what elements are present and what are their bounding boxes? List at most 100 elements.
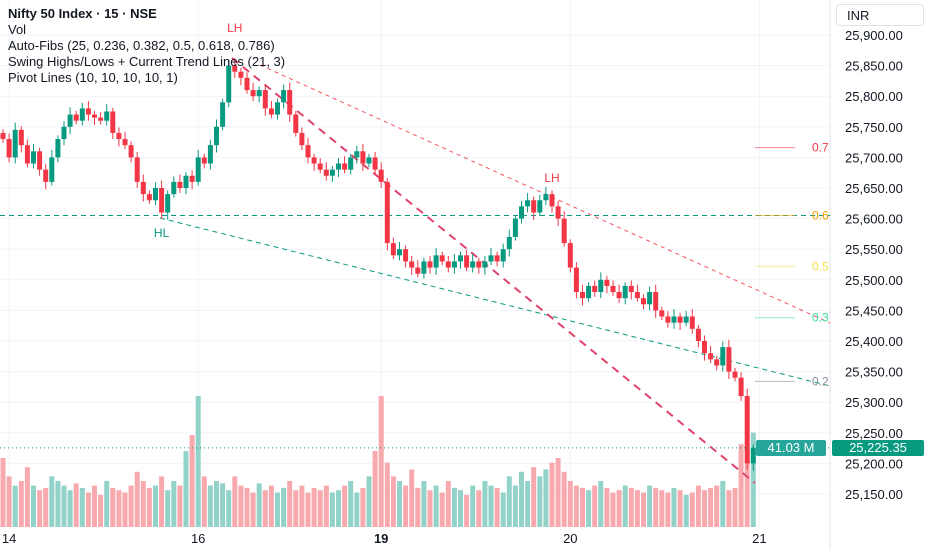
volume-bar (250, 492, 256, 527)
candle-body (92, 114, 97, 118)
indicator-auto-fibs[interactable]: Auto-Fibs (25, 0.236, 0.382, 0.5, 0.618,… (8, 38, 275, 53)
indicator-swing-trend[interactable]: Swing Highs/Lows + Current Trend Lines (… (8, 54, 286, 69)
swing-label: LH (544, 171, 559, 185)
candle-body (378, 169, 384, 182)
candle-body (6, 139, 12, 158)
volume-bar (531, 467, 537, 527)
candle-body (134, 157, 140, 182)
volume-bar (598, 481, 604, 527)
symbol-title[interactable]: Nifty 50 Index · 15 · NSE (8, 6, 157, 21)
fib-label: 0.6 (812, 209, 829, 223)
candle-body (476, 261, 482, 268)
volume-bar (537, 476, 543, 527)
y-tick-label: 25,800.00 (845, 89, 903, 104)
volume-bar (659, 490, 665, 527)
candle-body (287, 90, 293, 115)
price-badge: 25,225.35 (832, 440, 924, 456)
volume-bar (311, 487, 317, 527)
volume-bar (305, 492, 311, 527)
candle-body (366, 157, 372, 164)
volume-bar (31, 485, 36, 527)
candle-body (634, 292, 640, 299)
y-tick-label: 25,900.00 (845, 28, 903, 43)
candle-body (397, 249, 402, 256)
candle-body (641, 298, 646, 305)
candle-body (683, 316, 689, 323)
volume-bar (628, 487, 634, 527)
candle-body (79, 108, 85, 121)
candle-body (427, 261, 433, 268)
volume-bar (18, 481, 24, 527)
candle-body (281, 90, 287, 103)
volume-bar (592, 485, 598, 527)
volume-bar (317, 490, 323, 527)
candle-body (506, 236, 512, 250)
volume-bar (140, 481, 146, 527)
candle-body (488, 255, 494, 262)
candle-body (531, 200, 537, 213)
candle-body (189, 175, 195, 182)
volume-bar (268, 485, 274, 527)
volume-bar (67, 490, 73, 527)
volume-bar (43, 487, 49, 527)
candle-body (622, 285, 628, 299)
y-tick-label: 25,600.00 (845, 212, 903, 227)
candle-body (214, 126, 219, 146)
candle-body (336, 163, 341, 170)
candle-body (592, 285, 598, 293)
currency-button[interactable]: INR (836, 4, 924, 26)
volume-bar (37, 490, 43, 527)
volume-bar (165, 490, 171, 527)
volume-bar (238, 485, 244, 527)
volume-bar (366, 476, 372, 527)
candle-body (128, 145, 134, 158)
volume-bar (329, 492, 335, 527)
candle-body (329, 169, 335, 176)
volume-bar (415, 487, 421, 527)
candle-body (37, 151, 43, 170)
candle-body (195, 157, 201, 182)
candle-body (726, 347, 732, 372)
candle-body (122, 139, 128, 146)
indicator-volume[interactable]: Vol (8, 22, 27, 37)
fib-label: 0.7 (812, 141, 829, 155)
indicator-pivot-lines[interactable]: Pivot Lines (10, 10, 10, 10, 1) (8, 70, 178, 85)
volume-bar (153, 485, 158, 527)
volume-bar (183, 451, 189, 527)
candle-body (494, 255, 500, 262)
candle-body (482, 261, 488, 268)
candle-body (500, 249, 506, 262)
candle-body (110, 111, 116, 133)
volume-bar (744, 460, 750, 527)
fib-label: 0.5 (812, 259, 829, 273)
candle-body (714, 359, 720, 366)
volume-bar (427, 490, 433, 527)
volume-bar (476, 490, 482, 527)
candle-body (348, 157, 354, 170)
volume-bar (116, 490, 122, 527)
volume-bar (586, 490, 592, 527)
candle-body (31, 151, 36, 164)
volume-bar (24, 467, 30, 527)
candle-body (43, 169, 49, 182)
volume-bar (610, 492, 616, 527)
candle-body (153, 188, 158, 201)
candle-body (671, 316, 677, 323)
candle-body (372, 157, 378, 170)
candle-body (104, 111, 110, 121)
candle-body (464, 255, 470, 268)
volume-bar (750, 432, 756, 527)
candle-body (275, 102, 280, 115)
volume-bar (6, 476, 12, 527)
candle-body (555, 206, 561, 219)
candle-body (702, 341, 707, 354)
candle-body (220, 102, 226, 127)
volume-bar (55, 481, 61, 527)
candle-body (598, 279, 604, 293)
candle-body (207, 145, 213, 164)
x-tick-label: 21 (752, 531, 766, 546)
candle-body (268, 108, 274, 115)
y-tick-label: 25,450.00 (845, 303, 903, 318)
candle-body (458, 255, 463, 262)
